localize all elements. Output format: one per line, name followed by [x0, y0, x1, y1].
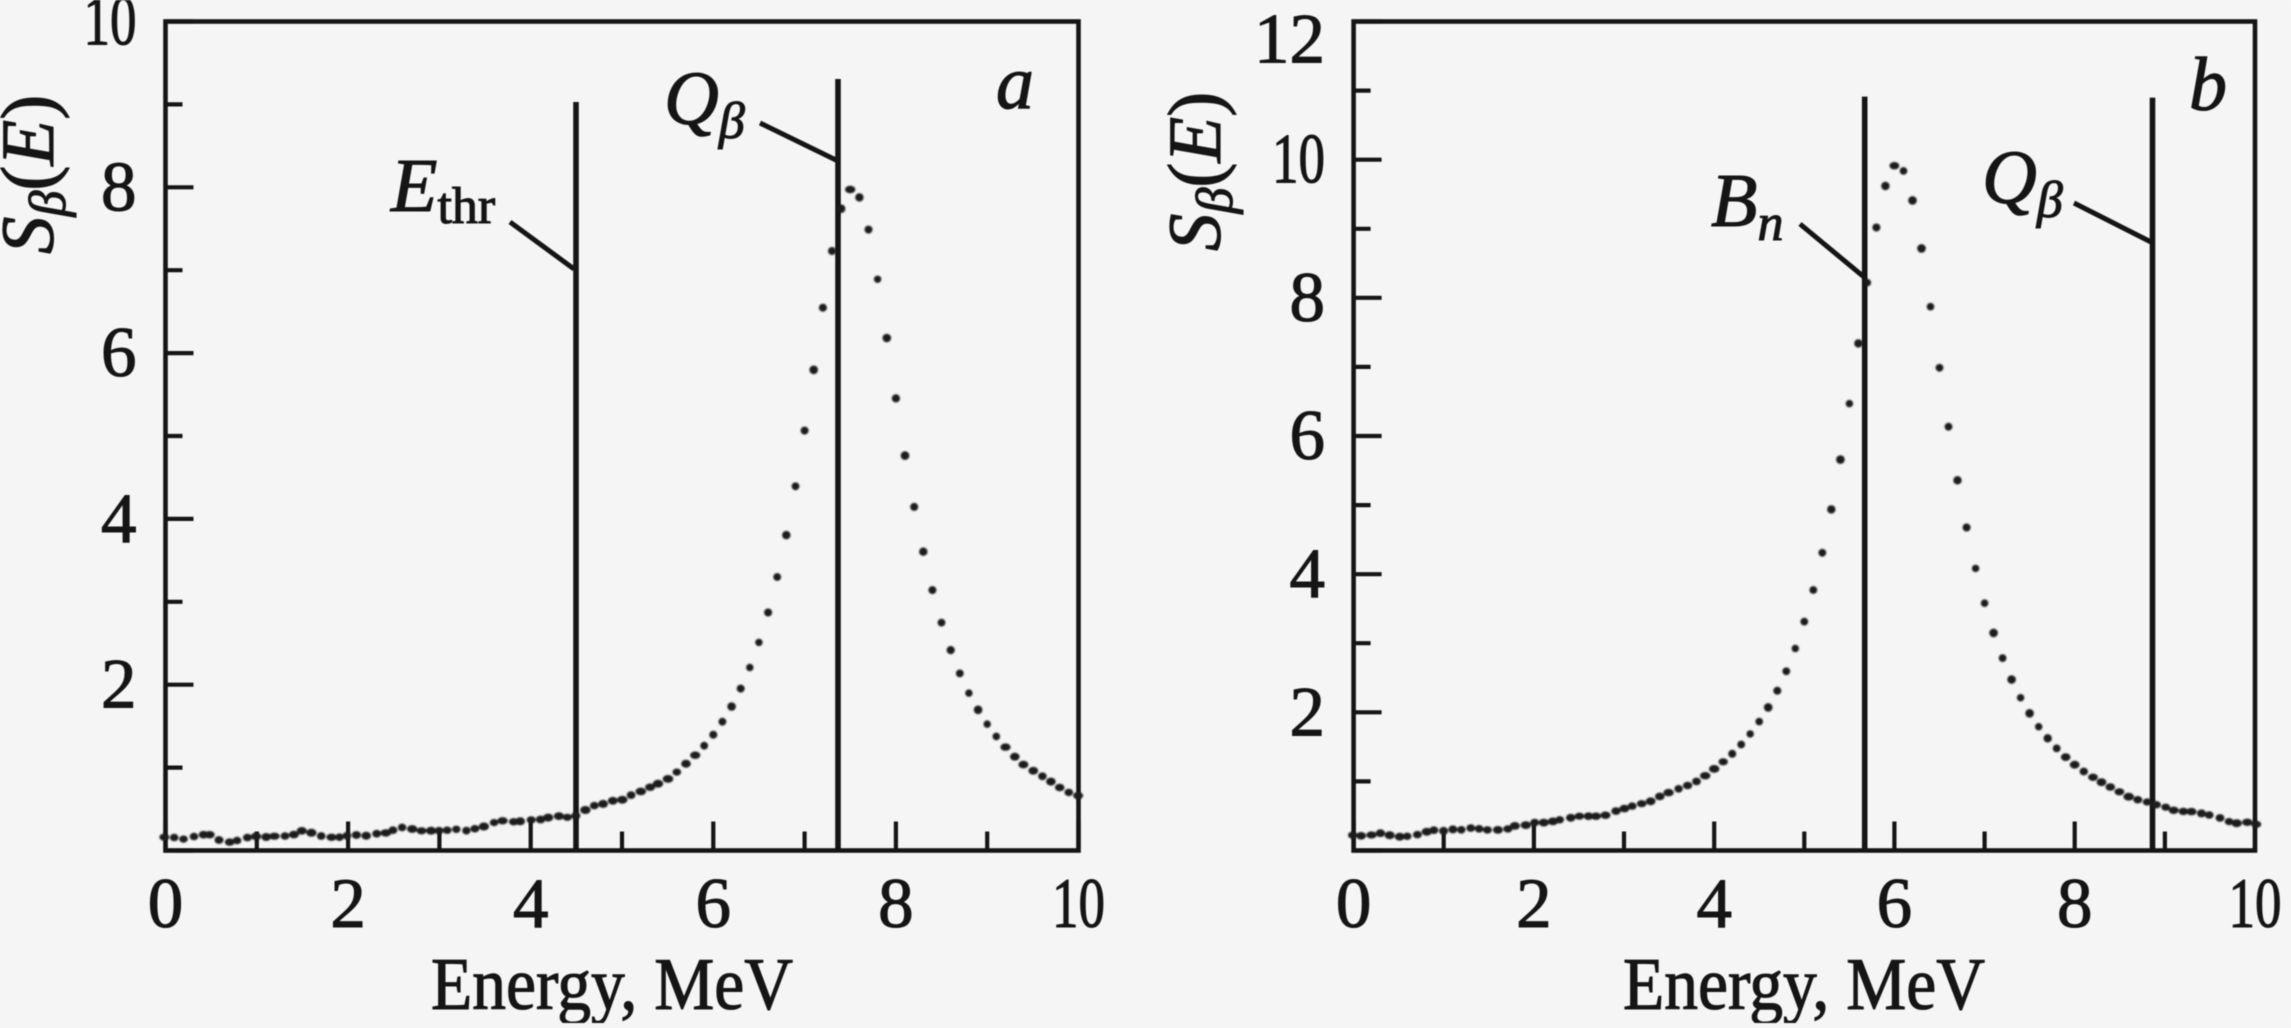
svg-text:6: 6	[1877, 865, 1913, 943]
svg-text:0: 0	[1336, 865, 1372, 943]
svg-text:Energy, MeV: Energy, MeV	[1623, 944, 1985, 1023]
svg-text:4: 4	[513, 865, 549, 943]
svg-text:8: 8	[1290, 259, 1326, 337]
svg-text:4: 4	[101, 480, 137, 558]
svg-text:b: b	[2189, 43, 2227, 127]
svg-text:Qβ: Qβ	[664, 57, 745, 150]
svg-text:Bn: Bn	[1711, 159, 1783, 252]
svg-text:4: 4	[1696, 865, 1732, 943]
svg-text:8: 8	[2057, 865, 2093, 943]
svg-text:4: 4	[1290, 535, 1326, 613]
svg-text:6: 6	[1290, 397, 1326, 475]
svg-text:Qβ: Qβ	[1982, 136, 2063, 229]
svg-text:12: 12	[1254, 1, 1325, 79]
svg-text:8: 8	[878, 865, 914, 943]
svg-text:6: 6	[696, 865, 732, 943]
svg-text:10: 10	[2229, 865, 2282, 943]
svg-text:Energy, MeV: Energy, MeV	[431, 944, 793, 1023]
svg-text:8: 8	[101, 148, 137, 226]
svg-text:2: 2	[101, 646, 137, 724]
svg-text:2: 2	[1290, 673, 1326, 751]
svg-text:6: 6	[101, 314, 137, 392]
svg-text:a: a	[996, 41, 1034, 125]
svg-text:Ethr: Ethr	[390, 144, 495, 235]
svg-text:2: 2	[330, 865, 366, 943]
svg-text:Sβ(E): Sβ(E)	[1154, 92, 1244, 251]
svg-text:10: 10	[84, 0, 137, 61]
svg-text:0: 0	[148, 865, 184, 943]
svg-text:10: 10	[1052, 865, 1105, 943]
svg-text:2: 2	[1516, 865, 1552, 943]
svg-text:Sβ(E): Sβ(E)	[0, 95, 77, 254]
svg-text:10: 10	[1272, 121, 1325, 199]
